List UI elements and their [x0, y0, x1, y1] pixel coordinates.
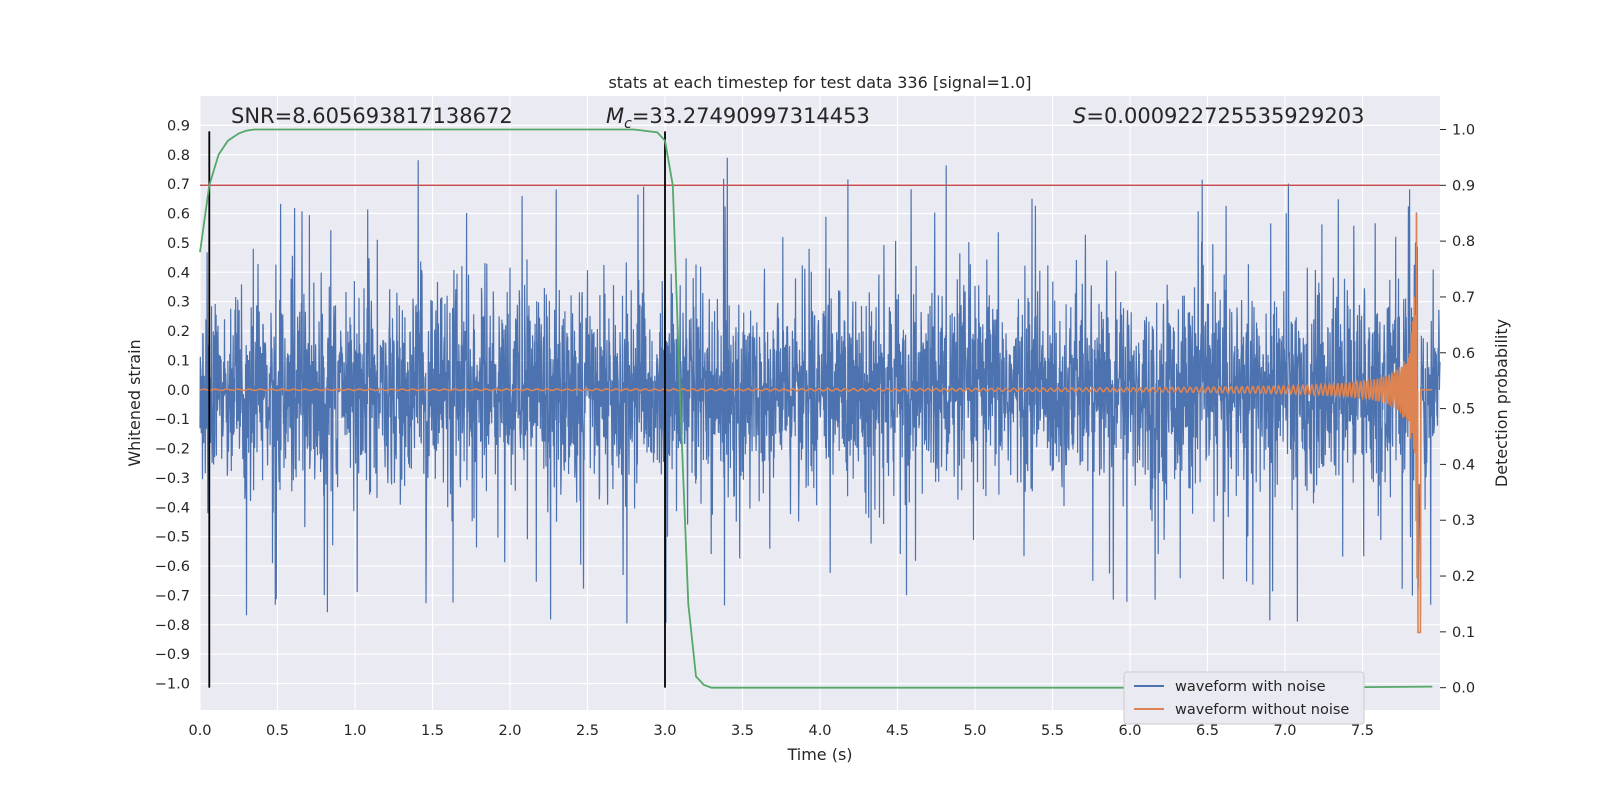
y-tick-label: −0.3: [155, 471, 190, 487]
y-tick-label: 0.1: [167, 353, 190, 369]
x-tick-label: 5.0: [963, 723, 986, 739]
clean-waveform-line: [199, 213, 1433, 634]
y2-tick-label: 0.3: [1452, 513, 1475, 529]
chirp-mass-annotation: Mc=33.27490997314453: [606, 104, 870, 132]
legend-label-clean: waveform without noise: [1175, 702, 1349, 718]
y-tick-label: 0.4: [167, 265, 190, 281]
y-tick-label: 0.3: [167, 295, 190, 311]
y2-tick-label: 1.0: [1452, 122, 1475, 138]
y-tick-label: −0.9: [155, 647, 190, 663]
y2-tick-label: 0.6: [1452, 346, 1475, 362]
chart-title: stats at each timestep for test data 336…: [608, 73, 1031, 92]
y-tick-label: −0.6: [155, 559, 190, 575]
x-axis-label: Time (s): [786, 745, 852, 764]
y-tick-label: −0.7: [155, 588, 190, 604]
y-tick-label: −1.0: [155, 677, 190, 693]
overlay-lines: [200, 131, 1440, 688]
y-tick-label: 0.2: [167, 324, 190, 340]
y2-axis-label: Detection probability: [1492, 319, 1511, 487]
y2-tick-label: 0.2: [1452, 569, 1475, 585]
y-tick-label: 0.8: [167, 148, 190, 164]
legend-label-noisy: waveform with noise: [1175, 679, 1326, 695]
y-tick-label: −0.8: [155, 618, 190, 634]
x-tick-label: 2.0: [498, 723, 521, 739]
y2-tick-label: 0.8: [1452, 234, 1475, 250]
x-tick-label: 6.0: [1118, 723, 1141, 739]
series-detection-probability: [199, 128, 1433, 689]
y2-tick-label: 0.1: [1452, 625, 1475, 641]
x-tick-label: 3.0: [653, 723, 676, 739]
y2-tick-label: 0.4: [1452, 457, 1475, 473]
y-tick-label: −0.5: [155, 530, 190, 546]
s-value: =0.000922725535929203: [1086, 104, 1364, 128]
x-tick-label: 6.5: [1196, 723, 1219, 739]
x-tick-label: 0.5: [266, 723, 289, 739]
x-axis-ticks: 0.0 0.5 1.0 1.5 2.0 2.5 3.0 3.5 4.0 4.5 5.0 5.5 6.0 6…: [188, 723, 1374, 739]
x-tick-label: 1.5: [421, 723, 444, 739]
x-tick-label: 4.5: [886, 723, 909, 739]
x-tick-label: 4.0: [808, 723, 831, 739]
y-tick-label: −0.1: [155, 412, 190, 428]
y-tick-label: −0.4: [155, 500, 190, 516]
y-tick-label: 0.5: [167, 236, 190, 252]
series-waveform-without-noise: [199, 213, 1433, 634]
y2-axis-ticks: 1.0 0.9 0.8 0.7 0.6 0.5 0.4 0.3 0.2 0.1 0.0: [1440, 122, 1475, 697]
s-annotation: S=0.000922725535929203: [1073, 104, 1364, 128]
y-tick-label: 0.6: [167, 207, 190, 223]
y2-tick-label: 0.7: [1452, 290, 1475, 306]
series-waveform-with-noise: [199, 157, 1441, 624]
y-tick-label: 0.9: [167, 118, 190, 134]
y-tick-label: 0.7: [167, 177, 190, 193]
y2-tick-label: 0.0: [1452, 681, 1475, 697]
noisy-waveform-line: [199, 157, 1441, 624]
y-tick-label: −0.2: [155, 442, 190, 458]
x-tick-label: 2.5: [576, 723, 599, 739]
chirp-mass-subscript: c: [624, 116, 632, 132]
s-symbol: S: [1073, 104, 1086, 128]
chirp-mass-value: =33.27490997314453: [632, 104, 870, 128]
y-axis-ticks: 0.9 0.8 0.7 0.6 0.5 0.4 0.3 0.2 0.1 0.0 −0.1 −0.2 −0…: [155, 118, 190, 692]
y2-tick-label: 0.5: [1452, 402, 1475, 418]
y2-tick-label: 0.9: [1452, 178, 1475, 194]
x-tick-label: 5.5: [1041, 723, 1064, 739]
legend: waveform with noise waveform without noi…: [1123, 671, 1365, 725]
x-tick-label: 3.5: [731, 723, 754, 739]
x-tick-label: 1.0: [343, 723, 366, 739]
legend-box: [1123, 671, 1365, 725]
x-tick-label: 7.5: [1351, 723, 1374, 739]
y-tick-label: 0.0: [167, 383, 190, 399]
y-axis-label: Whitened strain: [125, 339, 144, 466]
detection-probability-line: [199, 128, 1433, 689]
x-tick-label: 7.0: [1273, 723, 1296, 739]
snr-annotation: SNR=8.605693817138672: [231, 104, 513, 128]
chirp-mass-symbol: M: [606, 104, 624, 128]
x-tick-label: 0.0: [188, 723, 211, 739]
